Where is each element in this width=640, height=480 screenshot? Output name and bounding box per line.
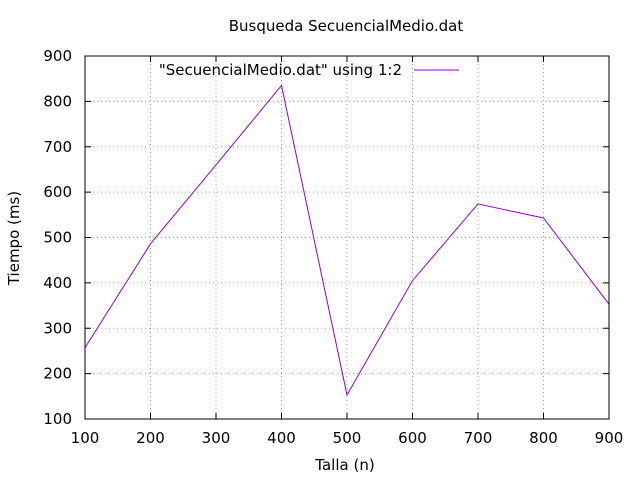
- y-tick-label: 100: [43, 410, 72, 428]
- x-tick-label: 100: [71, 429, 100, 447]
- y-tick-label: 500: [43, 229, 72, 247]
- x-tick-label: 600: [398, 429, 427, 447]
- grid: [85, 56, 609, 419]
- y-tick-label: 600: [43, 183, 72, 201]
- y-tick-label: 300: [43, 319, 72, 337]
- x-tick-label: 500: [333, 429, 362, 447]
- x-axis-label: Talla (n): [314, 456, 374, 474]
- y-tick-label: 800: [43, 92, 72, 110]
- x-tick-label: 300: [202, 429, 231, 447]
- y-tick-label: 900: [43, 47, 72, 65]
- legend-label: "SecuencialMedio.dat" using 1:2: [159, 61, 402, 79]
- x-tick-label: 900: [595, 429, 624, 447]
- y-tick-label: 700: [43, 138, 72, 156]
- x-tick-label: 800: [529, 429, 558, 447]
- x-tick-label: 400: [267, 429, 296, 447]
- y-tick-label: 200: [43, 365, 72, 383]
- x-tick-label: 200: [136, 429, 165, 447]
- legend: "SecuencialMedio.dat" using 1:2: [159, 61, 459, 79]
- y-axis-label: Tiempo (ms): [5, 191, 23, 286]
- x-tick-label: 700: [464, 429, 493, 447]
- series-layer: [84, 84, 610, 397]
- y-tick-label: 400: [43, 274, 72, 292]
- ticks: 100 200 300 400 500 600 700 800 900 100 200 300 400 5…: [43, 47, 623, 447]
- chart-title: Busqueda SecuencialMedio.dat: [229, 17, 464, 35]
